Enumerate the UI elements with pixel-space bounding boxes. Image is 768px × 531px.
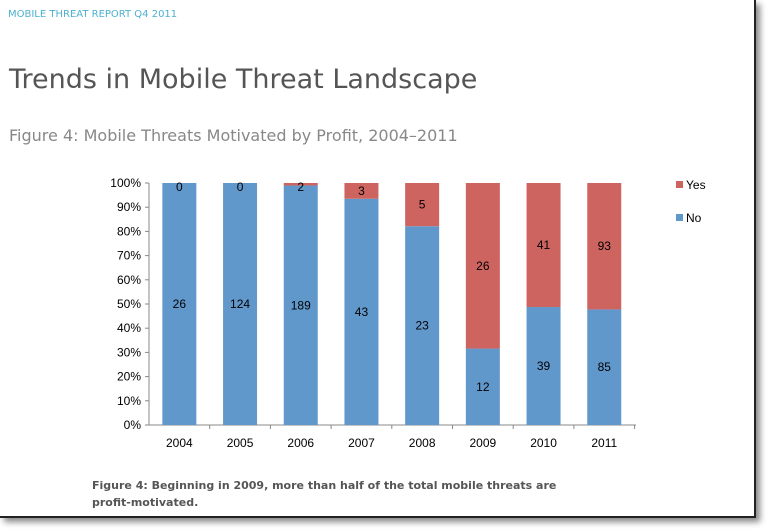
figure-caption: Figure 4: Beginning in 2009, more than h…: [92, 479, 557, 509]
x-tick-label: 2005: [227, 436, 254, 450]
y-tick-label: 0%: [124, 418, 142, 432]
bar-no-2004: [162, 183, 197, 425]
report-header: MOBILE THREAT REPORT Q4 2011: [8, 9, 178, 20]
data-label-no: 23: [415, 319, 429, 333]
bar-no-2010: [526, 307, 561, 425]
data-label-no: 43: [355, 305, 369, 319]
bar-yes-2009: [465, 183, 500, 349]
page-title: Trends in Mobile Threat Landscape: [9, 64, 478, 95]
y-tick-label: 90%: [117, 200, 141, 214]
y-tick-label: 50%: [117, 297, 141, 311]
x-tick-label: 2006: [287, 436, 314, 450]
y-tick-label: 60%: [117, 273, 141, 287]
x-tick-label: 2008: [409, 436, 436, 450]
bar-no-2008: [405, 226, 440, 425]
data-label-no: 124: [230, 297, 250, 311]
x-tick-label: 2010: [530, 436, 557, 450]
data-label-yes: 0: [176, 180, 183, 194]
bar-yes-2007: [344, 183, 379, 199]
legend-swatch-yes: [676, 181, 683, 188]
data-label-no: 26: [173, 297, 187, 311]
data-label-yes: 0: [237, 180, 244, 194]
y-tick-label: 100%: [110, 176, 141, 190]
data-label-yes: 93: [598, 239, 612, 253]
x-tick-label: 2009: [469, 436, 496, 450]
legend-swatch-no: [676, 214, 683, 221]
bar-no-2007: [344, 198, 379, 425]
y-tick-label: 30%: [117, 345, 141, 359]
data-label-no: 85: [598, 360, 612, 374]
data-label-yes: 26: [476, 259, 490, 273]
data-label-no: 39: [537, 359, 551, 373]
figure-title: Figure 4: Mobile Threats Motivated by Pr…: [9, 126, 458, 145]
x-tick-label: 2011: [591, 436, 617, 450]
bar-no-2005: [223, 183, 258, 425]
report-page: MOBILE THREAT REPORT Q4 2011 Trends in M…: [0, 0, 756, 518]
bar-no-2006: [283, 185, 318, 425]
y-tick-label: 80%: [117, 224, 141, 238]
bar-no-2011: [587, 309, 622, 425]
x-tick-label: 2007: [348, 436, 375, 450]
data-label-yes: 5: [419, 198, 426, 212]
bar-yes-2010: [526, 183, 561, 308]
legend-label-yes: Yes: [686, 178, 706, 192]
y-tick-label: 10%: [117, 394, 141, 408]
data-label-no: 12: [476, 380, 490, 394]
data-label-yes: 2: [297, 180, 304, 194]
bar-yes-2006: [283, 183, 318, 186]
legend-label-no: No: [686, 211, 702, 225]
data-label-no: 189: [291, 298, 311, 312]
y-tick-label: 70%: [117, 249, 141, 263]
y-tick-label: 40%: [117, 321, 141, 335]
x-tick-label: 2004: [166, 436, 193, 450]
data-label-yes: 41: [537, 238, 551, 252]
bar-yes-2008: [405, 183, 440, 227]
bar-no-2009: [465, 348, 500, 425]
y-tick-label: 20%: [117, 370, 141, 384]
bar-yes-2011: [587, 183, 622, 310]
data-label-yes: 3: [358, 184, 365, 198]
